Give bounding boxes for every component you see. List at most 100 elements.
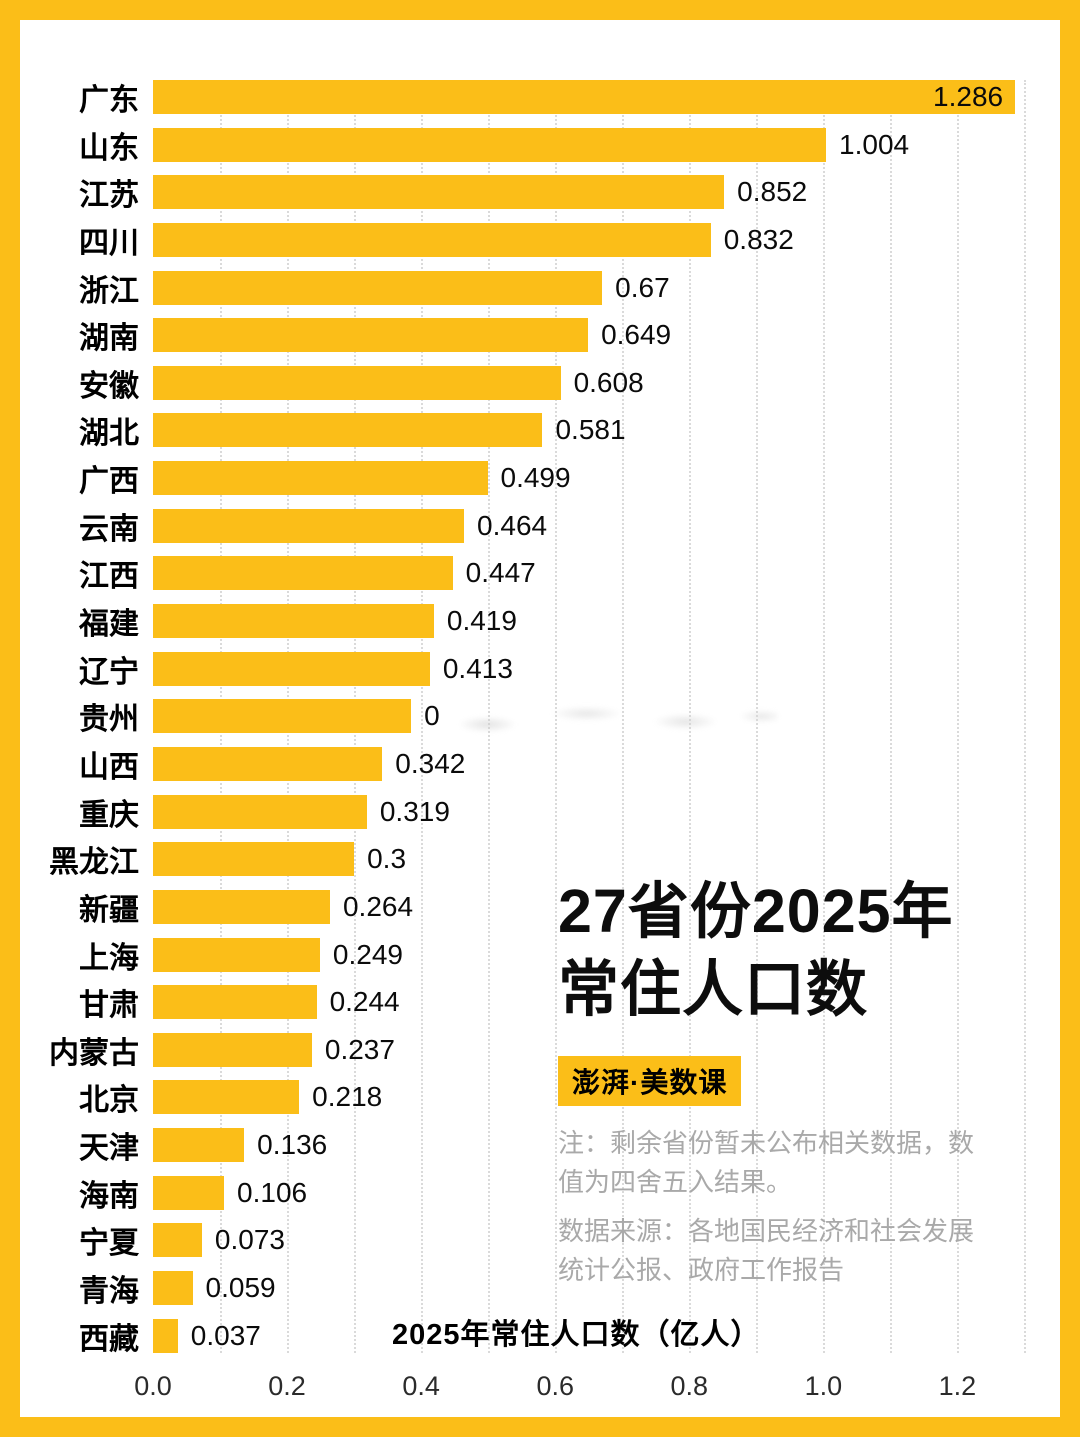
- bar-row: 内蒙古 0.237: [28, 1032, 1058, 1070]
- bar: [153, 746, 383, 781]
- bar-row: 湖南 0.649: [28, 318, 1058, 355]
- bar-track: 0.106: [153, 1175, 1058, 1210]
- bar: [153, 1223, 202, 1258]
- bar-value-label: 0: [424, 700, 440, 732]
- bar-value-label: 0.037: [190, 1319, 261, 1351]
- x-tick-label: 0.2: [268, 1371, 306, 1401]
- bar-value-label: 0.581: [555, 414, 626, 446]
- chart-page: 广东 1.286 山东 1.004 江苏 0.852 四川 0.832 浙江 0.67 湖南 0.64…: [20, 20, 1060, 1417]
- x-tick-label: 1.0: [804, 1371, 843, 1401]
- bar: [153, 985, 317, 1020]
- x-tick-label: 0.4: [402, 1371, 440, 1401]
- chart-body: 广东 1.286 山东 1.004 江苏 0.852 四川 0.832 浙江 0.67 湖南 0.64…: [28, 80, 1058, 1356]
- bar: [153, 556, 453, 591]
- bar-value-label: 0.237: [324, 1033, 395, 1065]
- bar-row: 浙江 0.67: [28, 270, 1058, 308]
- bar: [153, 842, 355, 877]
- bar-category-label: 重庆: [79, 798, 139, 832]
- bar-value-label: 0.649: [601, 319, 672, 351]
- bar-track: 0.649: [153, 318, 1058, 353]
- bar-category-label: 北京: [79, 1084, 139, 1118]
- grid-line: [421, 80, 424, 1353]
- chart-title: 27省份2025年 常住人口数: [558, 872, 954, 1028]
- bar: [153, 127, 827, 162]
- bar: [153, 222, 711, 257]
- bar-category-label: 黑龙江: [49, 846, 139, 880]
- bar-category-label: 云南: [79, 512, 139, 546]
- bar-row: 北京 0.218: [28, 1080, 1058, 1117]
- note-text: 注：剩余省份暂未公布相关数据，数值为四舍五入结果。: [558, 1128, 975, 1197]
- bar-value-label: 0.3: [367, 843, 407, 875]
- bar-value-label: 1.286: [933, 81, 1004, 112]
- bar-row: 山西 0.342: [28, 746, 1058, 784]
- bar-track: 0.244: [153, 985, 1058, 1020]
- faded-watermark: [448, 692, 778, 746]
- bar: [153, 318, 589, 353]
- bar-track: 0.342: [153, 746, 1058, 781]
- bar-row: 海南 0.106: [28, 1175, 1058, 1213]
- bar-track: 0.237: [153, 1032, 1058, 1067]
- grid-line: [1024, 80, 1027, 1353]
- bar-category-label: 辽宁: [79, 655, 139, 689]
- bar-track: 0.059: [153, 1271, 1058, 1306]
- bar-category-label: 青海: [79, 1275, 139, 1309]
- bar-value-label: 0.67: [615, 271, 670, 303]
- bar-row: 黑龙江 0.3: [28, 842, 1058, 879]
- bar: [153, 889, 330, 924]
- data-source-text: 数据来源：各地国民经济和社会发展统计公报、政府工作报告: [558, 1216, 975, 1285]
- bar-track: 0.581: [153, 413, 1058, 448]
- publisher-logo: 澎湃·美数课: [558, 1056, 742, 1106]
- bar-row: 湖北 0.581: [28, 413, 1058, 450]
- bar-category-label: 内蒙古: [49, 1036, 139, 1070]
- bar-row: 福建 0.419: [28, 604, 1058, 641]
- bar: [153, 80, 1016, 114]
- bar-track: 0.3: [153, 842, 1058, 877]
- bar-row: 山东 1.004: [28, 127, 1058, 165]
- x-tick-label: 1.2: [938, 1371, 977, 1401]
- bar-track: 0.852: [153, 175, 1058, 210]
- bar: [153, 1318, 178, 1353]
- bar-value-label: 1.004: [839, 128, 910, 160]
- bar-category-label: 江苏: [79, 179, 139, 213]
- bar-track: 0.264: [153, 889, 1058, 924]
- bar-category-label: 江西: [79, 560, 139, 594]
- bar-value-label: 0.499: [500, 462, 571, 494]
- bar: [153, 1128, 245, 1163]
- bar: [153, 175, 725, 210]
- bar-value-label: 0.136: [257, 1129, 328, 1161]
- bar-category-label: 四川: [79, 226, 139, 260]
- bar-value-label: 0.059: [205, 1272, 276, 1304]
- bar-rows: 广东 1.286 山东 1.004 江苏 0.852 四川 0.832 浙江 0.67 湖南 0.64…: [28, 80, 1058, 1356]
- bar-track: 0.413: [153, 651, 1058, 686]
- bar-value-label: 0.413: [442, 652, 513, 684]
- bar-track: 0.073: [153, 1223, 1058, 1258]
- bar-category-label: 天津: [79, 1132, 139, 1166]
- bar-row: 广东 1.286: [28, 80, 1058, 117]
- bar-row: 广西 0.499: [28, 461, 1058, 498]
- bar-row: 安徽 0.608: [28, 365, 1058, 403]
- bar-category-label: 上海: [79, 941, 139, 975]
- x-axis-label: 2025年常住人口数（亿人）: [392, 1319, 761, 1351]
- bar-category-label: 海南: [79, 1179, 139, 1213]
- bar-category-label: 安徽: [79, 369, 139, 403]
- chart-title-line-1: 27省份2025年: [558, 877, 954, 945]
- bar-category-label: 广东: [79, 84, 139, 117]
- bar-row: 江西 0.447: [28, 556, 1058, 593]
- bar-category-label: 新疆: [79, 893, 139, 927]
- bar-track: 0.218: [153, 1080, 1058, 1115]
- bar-value-label: 0.319: [379, 795, 450, 827]
- bar-track: 0.608: [153, 365, 1058, 400]
- bar-track: 0.037: [153, 1318, 1058, 1353]
- bar-row: 西藏 0.037: [28, 1318, 1058, 1356]
- bar-row: 江苏 0.852: [28, 175, 1058, 212]
- x-tick-label: 0.0: [134, 1371, 172, 1401]
- bar: [153, 461, 488, 496]
- bar-row: 宁夏 0.073: [28, 1223, 1058, 1260]
- bar: [153, 270, 603, 305]
- bar: [153, 651, 430, 686]
- bar-track: 0.447: [153, 556, 1058, 591]
- chart-title-line-2: 常住人口数: [558, 955, 869, 1024]
- bar-category-label: 湖南: [79, 322, 139, 356]
- grid-line: [890, 80, 893, 1353]
- bar-row: 辽宁 0.413: [28, 651, 1058, 689]
